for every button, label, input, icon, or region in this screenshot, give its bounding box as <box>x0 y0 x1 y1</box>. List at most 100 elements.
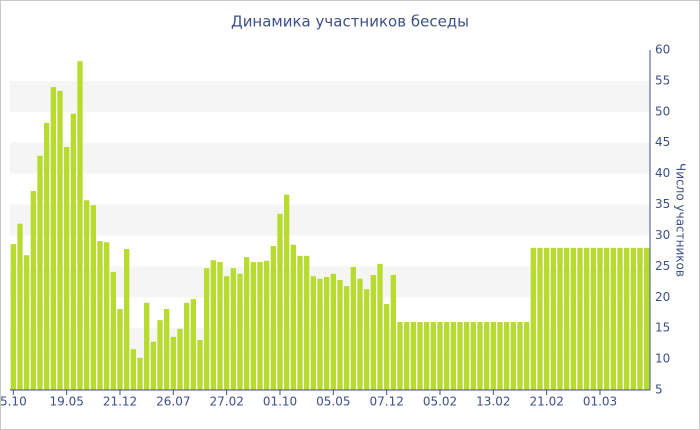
bar <box>357 278 363 390</box>
bar <box>177 328 183 390</box>
bar <box>537 247 543 390</box>
x-tick-label: 01.10 <box>263 395 297 409</box>
bar <box>390 275 396 390</box>
grid-band <box>10 328 650 360</box>
bar <box>84 200 90 390</box>
y-tick-label: 10 <box>655 352 670 366</box>
bar <box>310 276 316 390</box>
x-tick-label: 27.02 <box>209 395 243 409</box>
y-axis-label: Число участников <box>674 163 688 277</box>
bar <box>470 322 476 390</box>
bar <box>37 155 43 390</box>
bar <box>610 247 616 390</box>
bar <box>344 286 350 390</box>
bar <box>370 275 376 390</box>
bar <box>564 247 570 390</box>
bar <box>270 245 276 390</box>
bar <box>604 247 610 390</box>
x-tick-label: 07.12 <box>369 395 403 409</box>
bar <box>277 213 283 390</box>
bar <box>590 247 596 390</box>
y-tick-label: 45 <box>655 135 670 149</box>
bar <box>337 279 343 390</box>
bar <box>70 113 76 390</box>
bar <box>557 247 563 390</box>
bar <box>184 302 190 390</box>
y-tick-label: 25 <box>655 259 670 273</box>
bar <box>517 322 523 390</box>
grid-band <box>10 266 650 298</box>
x-tick-label: 01.03 <box>583 395 617 409</box>
bar <box>524 322 530 390</box>
bar <box>290 244 296 390</box>
x-tick-label: 05.02 <box>423 395 457 409</box>
bar <box>510 322 516 390</box>
bar <box>77 61 83 391</box>
bar <box>284 194 290 390</box>
bar <box>570 247 576 390</box>
y-tick-label: 30 <box>655 228 670 242</box>
bar <box>330 273 336 390</box>
bar <box>504 322 510 390</box>
y-tick-label: 15 <box>655 321 670 335</box>
bar <box>224 276 230 390</box>
bar <box>97 241 103 390</box>
x-tick-label: 05.05 <box>316 395 350 409</box>
bar <box>350 266 356 390</box>
bar <box>124 249 130 390</box>
x-tick-label: 21.12 <box>103 395 137 409</box>
y-tick-label: 55 <box>655 73 670 87</box>
bar <box>464 322 470 390</box>
bar <box>10 244 16 390</box>
bar <box>397 322 403 390</box>
bar <box>630 247 636 390</box>
bar <box>410 322 416 390</box>
bar <box>170 336 176 390</box>
bar <box>64 147 70 390</box>
bar <box>164 309 170 390</box>
bar <box>324 276 330 390</box>
y-tick-label: 35 <box>655 197 670 211</box>
bar <box>17 223 23 390</box>
y-tick-label: 60 <box>655 43 670 57</box>
bar <box>417 322 423 390</box>
bar <box>117 309 123 390</box>
bar <box>430 322 436 390</box>
bar <box>424 322 430 390</box>
bar <box>150 341 156 390</box>
bar <box>104 242 110 390</box>
bar <box>437 322 443 390</box>
grid-band <box>10 142 650 174</box>
bar <box>264 260 270 390</box>
grid-band <box>10 80 650 112</box>
bar <box>130 349 136 390</box>
bar <box>577 247 583 390</box>
bar <box>190 299 196 390</box>
bar <box>530 247 536 390</box>
bar <box>490 322 496 390</box>
y-tick-label: 50 <box>655 104 670 118</box>
grid-band <box>10 204 650 236</box>
bar <box>110 271 116 390</box>
bar <box>444 322 450 390</box>
bar <box>384 304 390 390</box>
bar <box>550 247 556 390</box>
bar <box>24 255 30 390</box>
bar <box>250 262 256 390</box>
bar <box>90 205 96 390</box>
bar <box>137 357 143 390</box>
bar <box>644 247 650 390</box>
bar <box>230 268 236 390</box>
bar <box>624 247 630 390</box>
bar <box>297 255 303 390</box>
bar <box>210 260 216 390</box>
x-tick-label: 21.02 <box>529 395 563 409</box>
x-tick-label: 5.10 <box>0 395 27 409</box>
bar <box>457 322 463 390</box>
x-tick-label: 26.07 <box>156 395 190 409</box>
x-tick-label: 19.05 <box>49 395 83 409</box>
x-tick-label: 13.02 <box>476 395 510 409</box>
bar <box>50 87 56 390</box>
y-tick-label: 5 <box>655 383 663 397</box>
